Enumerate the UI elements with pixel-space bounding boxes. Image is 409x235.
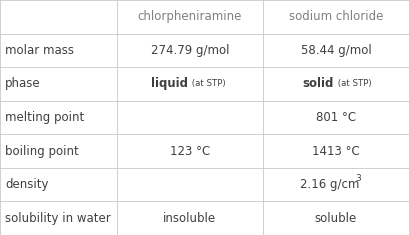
Text: 1413 °C: 1413 °C xyxy=(312,145,360,158)
Text: liquid: liquid xyxy=(151,77,188,90)
Text: solid: solid xyxy=(303,77,334,90)
Text: soluble: soluble xyxy=(315,212,357,225)
Text: (at STP): (at STP) xyxy=(335,79,371,88)
Text: sodium chloride: sodium chloride xyxy=(289,10,383,23)
Text: molar mass: molar mass xyxy=(5,44,74,57)
Text: 801 °C: 801 °C xyxy=(316,111,356,124)
Text: density: density xyxy=(5,178,48,191)
Text: phase: phase xyxy=(5,77,40,90)
Text: boiling point: boiling point xyxy=(5,145,79,158)
Text: chlorpheniramine: chlorpheniramine xyxy=(137,10,242,23)
Text: 2.16 g/cm: 2.16 g/cm xyxy=(300,178,360,191)
Text: insoluble: insoluble xyxy=(163,212,216,225)
Text: 274.79 g/mol: 274.79 g/mol xyxy=(151,44,229,57)
Text: solubility in water: solubility in water xyxy=(5,212,111,225)
Text: 123 °C: 123 °C xyxy=(170,145,210,158)
Text: (at STP): (at STP) xyxy=(189,79,225,88)
Text: 3: 3 xyxy=(355,174,362,183)
Text: 58.44 g/mol: 58.44 g/mol xyxy=(301,44,371,57)
Text: melting point: melting point xyxy=(5,111,84,124)
